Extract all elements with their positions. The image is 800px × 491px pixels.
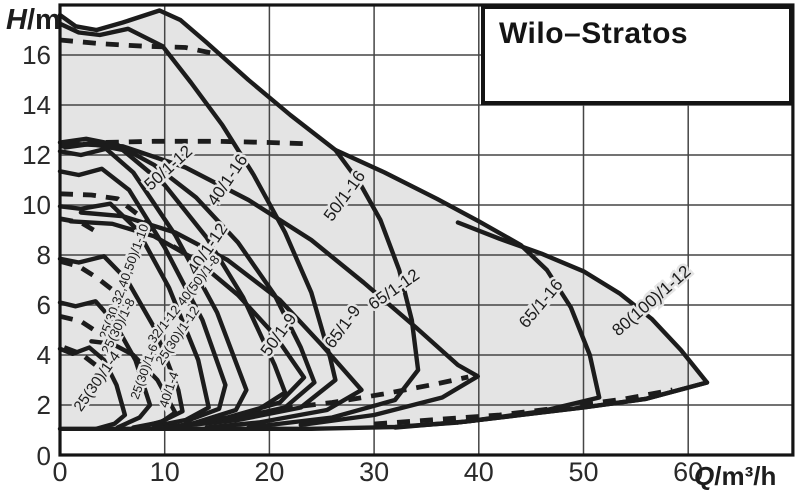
dashed-curve-dash-bottom bbox=[373, 387, 673, 427]
pump-curve-40-1-16 bbox=[57, 21, 338, 430]
y-tick-label: 12 bbox=[22, 140, 51, 170]
dashed-curve-dash-9.4m bbox=[59, 216, 102, 236]
x-axis-symbol: Q bbox=[694, 461, 715, 491]
x-tick-label: 50 bbox=[568, 457, 598, 487]
x-tick-label: 20 bbox=[254, 457, 284, 487]
x-tick-label: 40 bbox=[464, 457, 494, 487]
chart-title-box: Wilo–Stratos bbox=[481, 5, 793, 105]
plot-border bbox=[58, 3, 795, 457]
x-tick-label: 60 bbox=[673, 457, 703, 487]
pump-curve-baseline bbox=[57, 380, 710, 431]
dashed-curve-dash-12.5m bbox=[59, 138, 308, 149]
y-tick-label: 10 bbox=[22, 190, 51, 220]
y-tick-label: 14 bbox=[22, 90, 51, 120]
x-tick-label: 30 bbox=[359, 457, 389, 487]
pump-curve-40-1-4 bbox=[89, 339, 178, 429]
dashed-curve-dash-4.3m bbox=[63, 345, 98, 367]
y-tick-label: 4 bbox=[37, 340, 51, 370]
dashed-curve-dash-65-12-min bbox=[279, 374, 469, 412]
y-tick-label: 2 bbox=[37, 390, 51, 420]
dashed-curve-dash-16m bbox=[59, 37, 216, 57]
dashed-curve-dash-cluster bbox=[171, 244, 213, 274]
x-axis-unit-label: Q/m³/h bbox=[694, 461, 776, 491]
pump-curve-50-1-16 bbox=[57, 8, 421, 430]
dashed-curve-dash-5.5m bbox=[59, 313, 102, 336]
x-tick-label: 10 bbox=[150, 457, 180, 487]
y-tick-label: 16 bbox=[22, 40, 51, 70]
chart-title: Wilo–Stratos bbox=[499, 17, 689, 50]
y-axis-unit-label: H/m bbox=[6, 4, 61, 37]
x-tick-label: 0 bbox=[52, 457, 67, 487]
pump-curve-50-1-9 bbox=[68, 219, 307, 429]
pump-curve-65-1-12 bbox=[68, 141, 480, 428]
y-axis-unit: /m bbox=[26, 4, 61, 36]
y-tick-label: 8 bbox=[37, 240, 51, 270]
pump-curve-25(30)-1-6 bbox=[57, 299, 153, 430]
pump-curve-25(30)-1-12 bbox=[57, 166, 228, 424]
pump-curve-25(30-32-40-50)-1-10 bbox=[57, 201, 211, 429]
x-axis-unit: /m³/h bbox=[714, 461, 777, 491]
y-tick-label: 6 bbox=[37, 290, 51, 320]
pump-curve-32-1-12-40(50)-1-8 bbox=[57, 146, 249, 425]
y-axis-symbol: H bbox=[6, 4, 27, 36]
dashed-curve-dash-10.4m bbox=[59, 191, 159, 237]
y-tick-label: 0 bbox=[37, 441, 51, 471]
dashed-curve-dash-7.7m bbox=[59, 258, 116, 294]
